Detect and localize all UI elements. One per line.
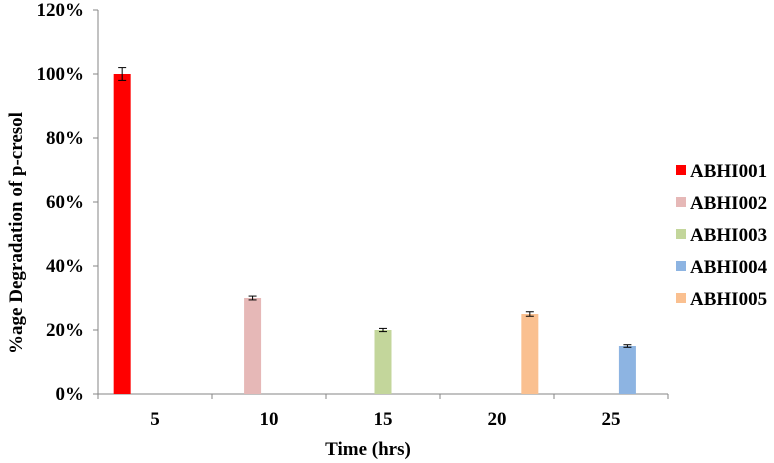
legend-swatch-abhi001 [676,165,686,175]
x-tick-label: 25 [602,409,621,430]
y-tick-label: 80% [46,128,84,149]
x-axis-title: Time (hrs) [325,439,411,460]
y-axis-title: %age Degradation of p-cresol [6,112,27,354]
plot-area: 0% 20% 40% 60% 80% 100% 120% 5 10 15 20 25 [37,0,669,430]
y-tick-label: 100% [37,64,85,85]
x-tick-label: 10 [260,409,279,430]
y-tick-label: 0% [56,384,85,405]
bars [113,67,636,394]
legend-label: ABHI003 [690,225,767,246]
y-tick-label: 60% [46,192,84,213]
legend: ABHI001 ABHI002 ABHI003 ABHI004 ABHI005 [676,161,768,310]
bar-abhi004 [618,346,636,394]
x-axis-ticks: 5 10 15 20 25 [97,394,669,430]
legend-label: ABHI004 [690,257,768,278]
x-tick-label: 15 [374,409,393,430]
bar-abhi001 [113,74,131,394]
x-tick-label: 5 [150,409,160,430]
x-tick-label: 20 [488,409,507,430]
bar-abhi005 [521,314,539,394]
legend-label: ABHI001 [690,161,767,182]
legend-label: ABHI005 [690,289,767,310]
legend-swatch-abhi002 [676,197,686,207]
bar-abhi003 [374,330,392,394]
y-axis-ticks: 0% 20% 40% 60% 80% 100% 120% [37,0,98,405]
bar-abhi002 [244,298,262,394]
legend-swatch-abhi004 [676,261,686,271]
legend-swatch-abhi003 [676,229,686,239]
y-tick-label: 40% [46,256,84,277]
legend-swatch-abhi005 [676,293,686,303]
y-tick-label: 20% [46,320,84,341]
legend-label: ABHI002 [690,193,767,214]
y-tick-label: 120% [37,0,85,21]
